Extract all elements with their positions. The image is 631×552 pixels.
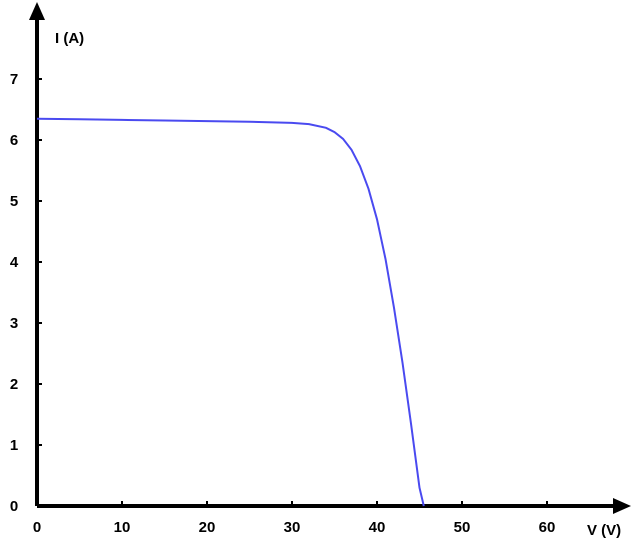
- x-tick-label: 30: [284, 519, 301, 536]
- axes: [29, 2, 631, 514]
- x-tick-label: 60: [539, 519, 556, 536]
- x-tick-label: 0: [33, 519, 41, 536]
- y-tick-label: 6: [10, 132, 18, 149]
- y-tick-label: 0: [10, 498, 18, 515]
- x-tick-label: 50: [454, 519, 471, 536]
- x-axis-arrow: [613, 498, 631, 514]
- y-axis-arrow: [29, 2, 45, 20]
- y-tick-label: 4: [10, 254, 19, 271]
- y-tick-label: 3: [10, 315, 18, 332]
- x-tick-label: 10: [114, 519, 131, 536]
- y-tick-label: 7: [10, 71, 18, 88]
- x-axis-title: V (V): [587, 522, 621, 539]
- x-tick-label: 40: [369, 519, 386, 536]
- tick-labels: 0 10 20 30 40 50 60 0 1 2 3 4 5 6 7: [10, 71, 556, 536]
- iv-curve-line: [36, 117, 425, 507]
- y-tick-label: 2: [10, 376, 18, 393]
- x-tick-label: 20: [199, 519, 216, 536]
- y-tick-label: 5: [10, 193, 18, 210]
- y-axis-title: I (A): [55, 30, 84, 47]
- y-tick-label: 1: [10, 437, 18, 454]
- tick-marks: [37, 78, 548, 506]
